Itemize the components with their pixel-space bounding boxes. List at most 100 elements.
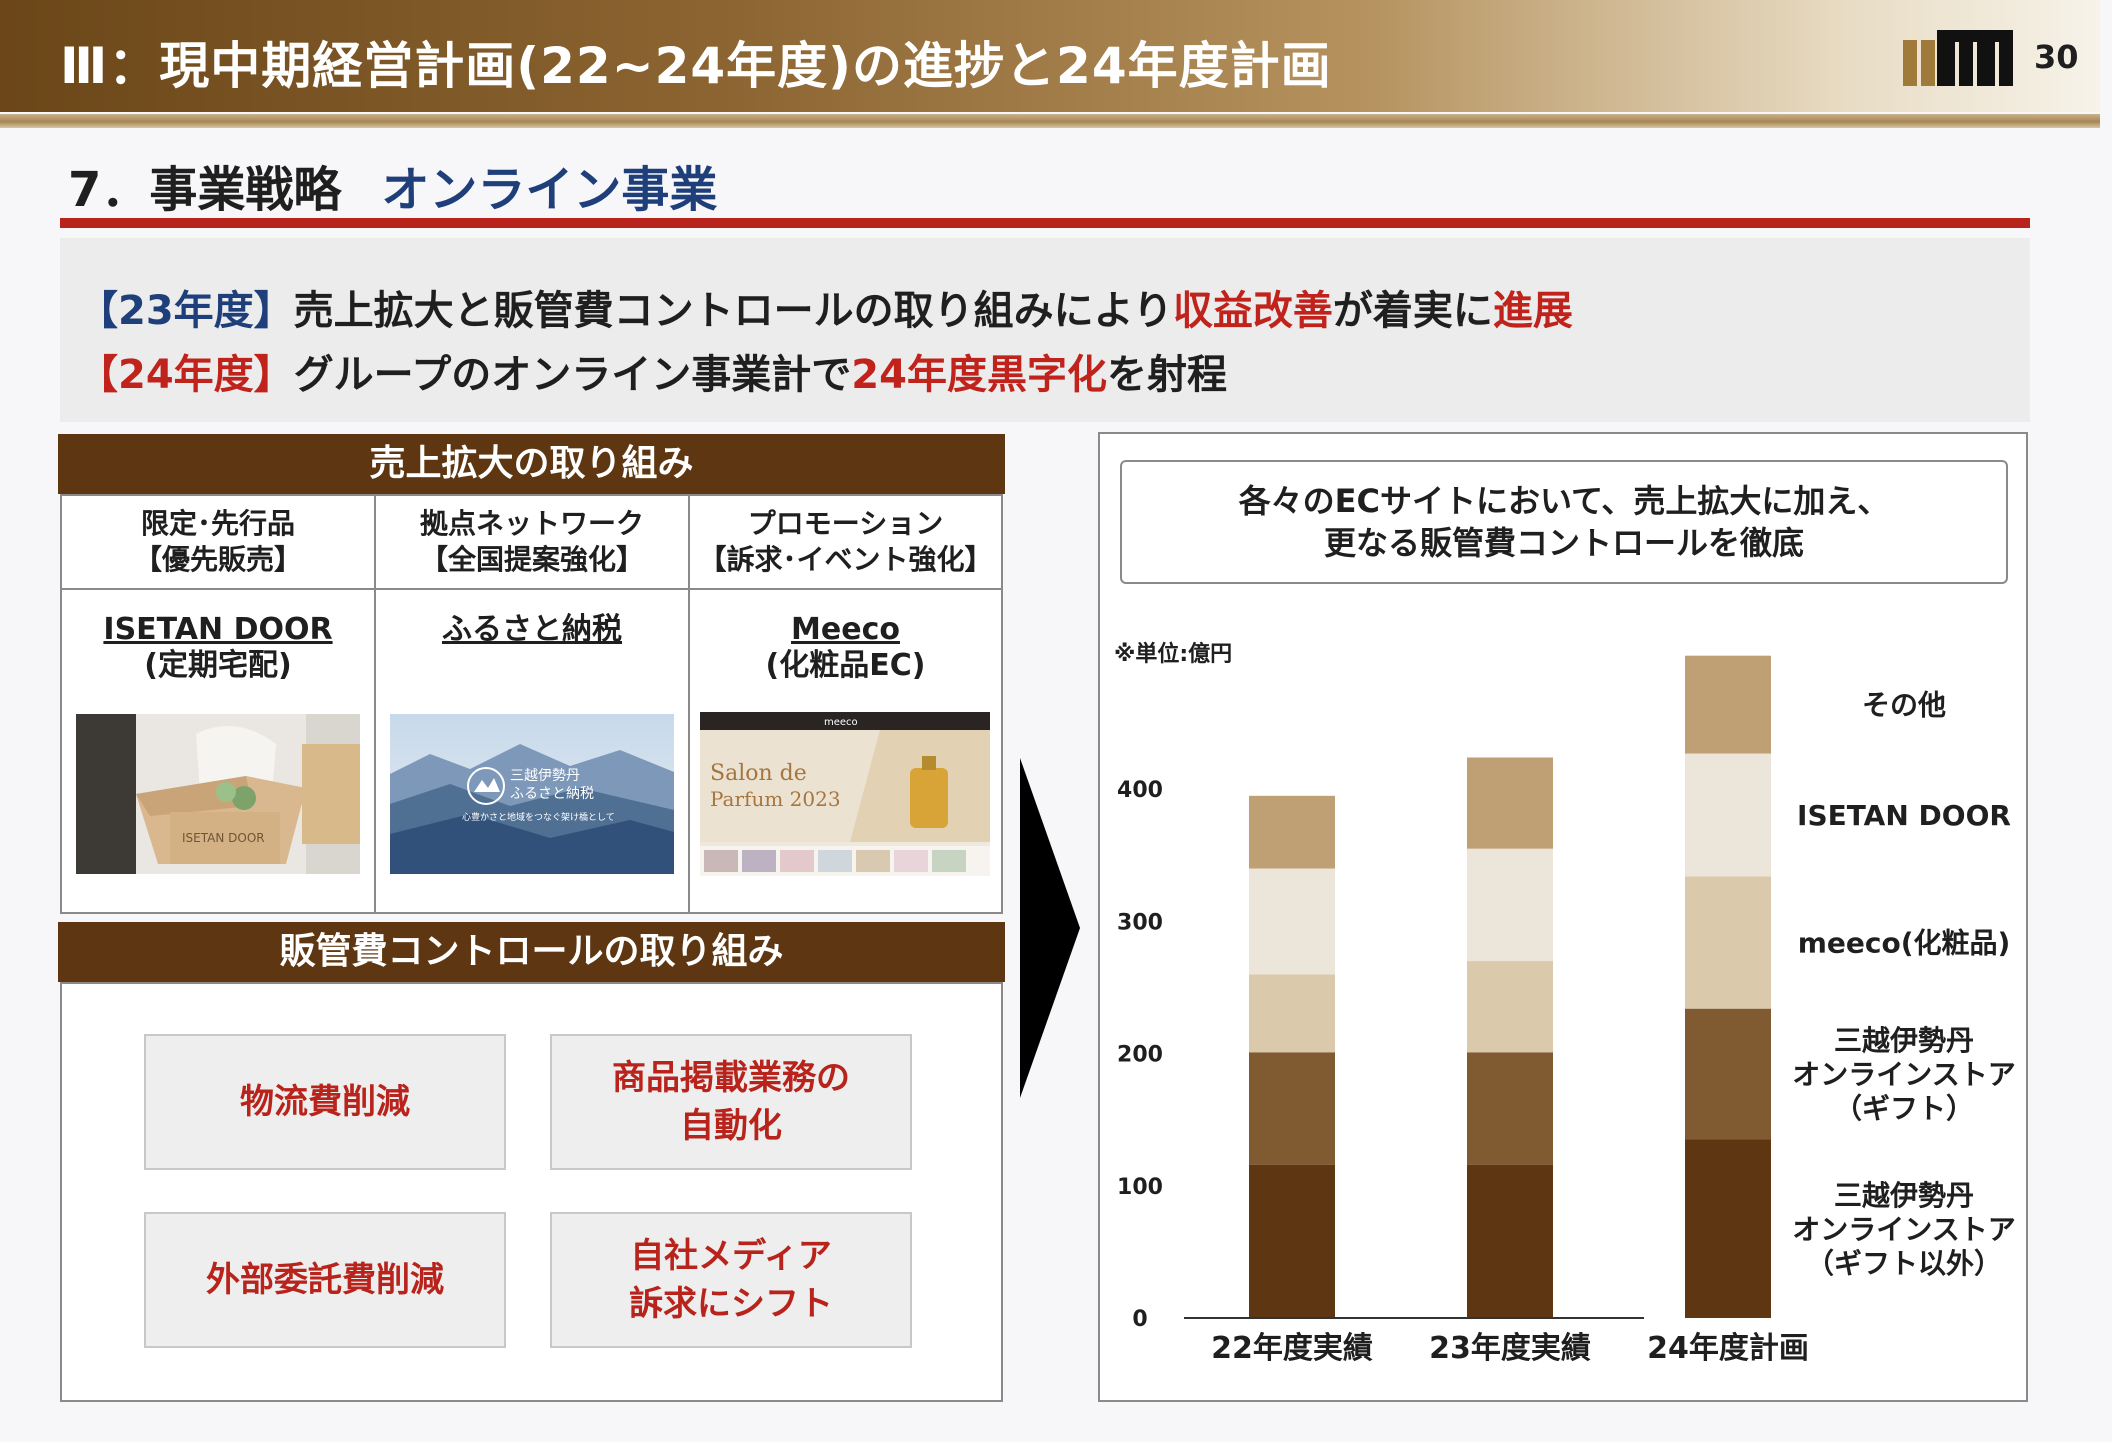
summary-tag-23: 【23年度】 — [78, 288, 294, 334]
column-header: 拠点ネットワーク 【全国提案強化】 — [376, 496, 688, 590]
legend-label: その他 — [1862, 689, 1946, 722]
svg-text:Parfum 2023: Parfum 2023 — [710, 787, 841, 811]
section-divider — [60, 218, 2030, 228]
column-header-line: 拠点ネットワーク — [419, 507, 644, 540]
bar-segment — [1467, 757, 1553, 849]
bar-segment — [1249, 1164, 1335, 1318]
bar-segment — [1685, 1139, 1771, 1318]
cost-item-line: 訴求にシフト — [629, 1284, 833, 1324]
meeco-banner: meeco Salon de Parfum 2023 — [700, 712, 990, 876]
header-band — [0, 0, 2100, 112]
column-header: プロモーション 【訴求･イベント強化】 — [690, 496, 1001, 590]
y-tick-label: 400 — [1117, 778, 1163, 803]
header-rule — [0, 114, 2100, 128]
x-category-label: 23年度実績 — [1429, 1331, 1591, 1366]
column-header-line: 【優先販売】 — [133, 543, 302, 576]
column-header: 限定･先行品 【優先販売】 — [62, 496, 374, 590]
page-number: 30 — [2034, 38, 2079, 76]
legend-label: オンラインストア — [1792, 1213, 2015, 1246]
section-number: 7．事業戦略 — [68, 162, 342, 218]
column-header-line: プロモーション — [747, 507, 944, 540]
legend-label: meeco(化粧品) — [1798, 927, 2011, 960]
svg-text:三越伊勢丹: 三越伊勢丹 — [510, 768, 580, 784]
column-header-line: 限定･先行品 — [140, 507, 295, 540]
svg-text:心豊かさと地域をつなぐ架け橋として: 心豊かさと地域をつなぐ架け橋として — [462, 811, 615, 823]
ec-callout: 各々のECサイトにおいて、売上拡大に加え、 更なる販管費コントロールを徹底 — [1120, 460, 2008, 584]
legend-label: ISETAN DOOR — [1797, 799, 2011, 832]
legend-label: 三越伊勢丹 — [1834, 1024, 1974, 1057]
bar-segment — [1467, 961, 1553, 1053]
sales-column-furusato: 拠点ネットワーク 【全国提案強化】 ふるさと納税 三越伊勢丹 — [376, 496, 690, 912]
bar-segment — [1249, 868, 1335, 975]
y-tick-label: 0 — [1132, 1307, 1147, 1332]
x-category-label: 22年度実績 — [1211, 1331, 1373, 1366]
furusato-photo: 三越伊勢丹 ふるさと納税 心豊かさと地域をつなぐ架け橋として — [390, 714, 674, 874]
cost-item-line: 物流費削減 — [240, 1082, 410, 1122]
summary-box: 【23年度】売上拡大と販管費コントロールの取り組みにより収益改善が着実に進展 【… — [60, 238, 2030, 422]
bar-segment — [1685, 753, 1771, 877]
svg-text:ふるさと納税: ふるさと納税 — [510, 786, 594, 802]
sales-grid: 限定･先行品 【優先販売】 ISETAN DOOR (定期宅配) ISETAN … — [60, 494, 1003, 914]
bar-segment — [1249, 795, 1335, 869]
cost-item-line: 自社メディア — [630, 1236, 832, 1276]
bar-segment — [1249, 1052, 1335, 1165]
summary-text: が着実に — [1332, 288, 1493, 334]
x-category-label: 24年度計画 — [1647, 1331, 1809, 1366]
sales-column-meeco: プロモーション 【訴求･イベント強化】 Meeco (化粧品EC) meeco … — [690, 496, 1001, 912]
cost-item-owned-media: 自社メディア 訴求にシフト — [550, 1212, 912, 1348]
legend-label: オンラインストア — [1792, 1058, 2015, 1091]
section-name: オンライン事業 — [381, 162, 718, 218]
cost-item-outsourcing: 外部委託費削減 — [144, 1212, 506, 1348]
right-arrow-icon — [1020, 758, 1080, 1098]
bar-segment — [1467, 848, 1553, 962]
column-sub: (定期宅配) — [144, 648, 292, 683]
column-name: ISETAN DOOR (定期宅配) — [62, 612, 374, 684]
summary-highlight: 収益改善 — [1172, 288, 1333, 334]
summary-text: グループのオンライン事業計で — [293, 352, 852, 398]
cost-control-box: 物流費削減 商品掲載業務の 自動化 外部委託費削減 自社メディア 訴求にシフト — [60, 982, 1003, 1402]
legend-label: （ギフト以外） — [1806, 1247, 2002, 1280]
sales-panel-title: 売上拡大の取り組み — [58, 434, 1005, 494]
legend-label: （ギフト） — [1834, 1092, 1974, 1125]
bar-segment — [1685, 1008, 1771, 1140]
section-title: 7．事業戦略 オンライン事業 — [68, 150, 717, 220]
furusato-link: ふるさと納税 — [442, 612, 622, 647]
svg-text:Salon de: Salon de — [710, 761, 807, 786]
column-sub: (化粧品EC) — [765, 648, 926, 683]
cost-item-line: 自動化 — [680, 1106, 782, 1146]
column-header-line: 【訴求･イベント強化】 — [698, 543, 993, 576]
summary-line-23: 【23年度】売上拡大と販管費コントロールの取り組みにより収益改善が着実に進展 — [78, 278, 1573, 336]
summary-text: 売上拡大と販管費コントロールの取り組みにより — [293, 288, 1173, 334]
callout-line: 更なる販管費コントロールを徹底 — [1323, 524, 1804, 562]
column-name: Meeco (化粧品EC) — [690, 612, 1001, 684]
bar-segment — [1249, 974, 1335, 1053]
cost-panel-title: 販管費コントロールの取り組み — [58, 922, 1005, 982]
summary-tag-24: 【24年度】 — [78, 352, 294, 398]
bar-segment — [1467, 1164, 1553, 1318]
sales-column-isetan-door: 限定･先行品 【優先販売】 ISETAN DOOR (定期宅配) ISETAN … — [62, 496, 376, 912]
summary-line-24: 【24年度】グループのオンライン事業計で24年度黒字化を射程 — [78, 342, 1227, 400]
callout-line: 各々のECサイトにおいて、売上拡大に加え、 — [1238, 482, 1890, 520]
isetan-door-photo: ISETAN DOOR — [76, 714, 360, 874]
svg-text:ISETAN DOOR: ISETAN DOOR — [182, 831, 265, 845]
y-tick-label: 300 — [1117, 910, 1163, 935]
unit-note: ※単位:億円 — [1114, 642, 1233, 667]
isetan-door-link: ISETAN DOOR — [103, 612, 333, 647]
cost-item-automation: 商品掲載業務の 自動化 — [550, 1034, 912, 1170]
page-title: Ⅲ：現中期経営計画(22~24年度)の進捗と24年度計画 — [60, 37, 1332, 95]
summary-highlight: 進展 — [1492, 288, 1573, 334]
y-tick-label: 100 — [1117, 1175, 1163, 1200]
column-name: ふるさと納税 — [376, 612, 688, 648]
cost-item-logistics: 物流費削減 — [144, 1034, 506, 1170]
legend-label: 三越伊勢丹 — [1834, 1179, 1974, 1212]
bar-segment — [1467, 1052, 1553, 1165]
y-tick-label: 200 — [1117, 1043, 1163, 1068]
summary-text: を射程 — [1106, 352, 1227, 398]
ec-chart-panel: 各々のECサイトにおいて、売上拡大に加え、 更なる販管費コントロールを徹底 ※単… — [1098, 432, 2028, 1402]
meeco-link: Meeco — [791, 612, 900, 647]
bar-segment — [1685, 655, 1771, 754]
svg-text:meeco: meeco — [824, 717, 858, 728]
cost-item-line: 外部委託費削減 — [206, 1260, 444, 1300]
column-header-line: 【全国提案強化】 — [419, 543, 644, 576]
